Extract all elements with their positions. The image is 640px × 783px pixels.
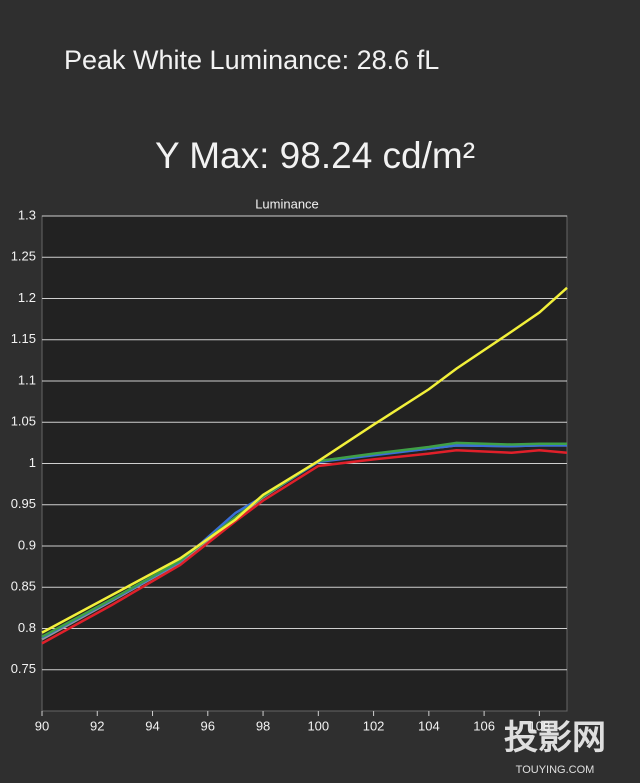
series-line (41, 286, 568, 634)
watermark: 投影网 (504, 719, 606, 757)
y-tick-label: 1.3 (18, 207, 36, 222)
y-tick-label: 1.05 (11, 414, 36, 429)
y-tick-label: 1.2 (18, 290, 36, 305)
y-tick-label: 0.8 (18, 620, 36, 635)
x-tick-label: 102 (363, 718, 385, 733)
x-tick-label: 94 (145, 718, 159, 733)
heading: Peak White Luminance: 28.6 fL (64, 45, 439, 75)
y-tick-label: 1.1 (18, 372, 36, 387)
x-tick-label: 104 (418, 718, 440, 733)
x-tick-label: 98 (256, 718, 270, 733)
y-tick-label: 1 (29, 455, 36, 470)
x-tick-label: 90 (35, 718, 49, 733)
subheading: Y Max: 98.24 cd/m² (155, 135, 475, 176)
y-tick-label: 1.15 (11, 331, 36, 346)
chart-title: Luminance (255, 196, 319, 211)
x-tick-label: 92 (90, 718, 104, 733)
x-tick-label: 108 (529, 718, 551, 733)
series-line (41, 449, 568, 645)
x-tick-label: 100 (307, 718, 329, 733)
x-tick-label: 96 (201, 718, 215, 733)
y-tick-label: 0.75 (11, 661, 36, 676)
y-tick-label: 1.25 (11, 249, 36, 264)
y-tick-label: 0.85 (11, 579, 36, 594)
watermark-site: TOUYING.COM (516, 764, 595, 776)
x-tick-label: 106 (473, 718, 495, 733)
y-tick-label: 0.95 (11, 496, 36, 511)
series-line (41, 441, 567, 638)
y-tick-label: 0.9 (18, 537, 36, 552)
